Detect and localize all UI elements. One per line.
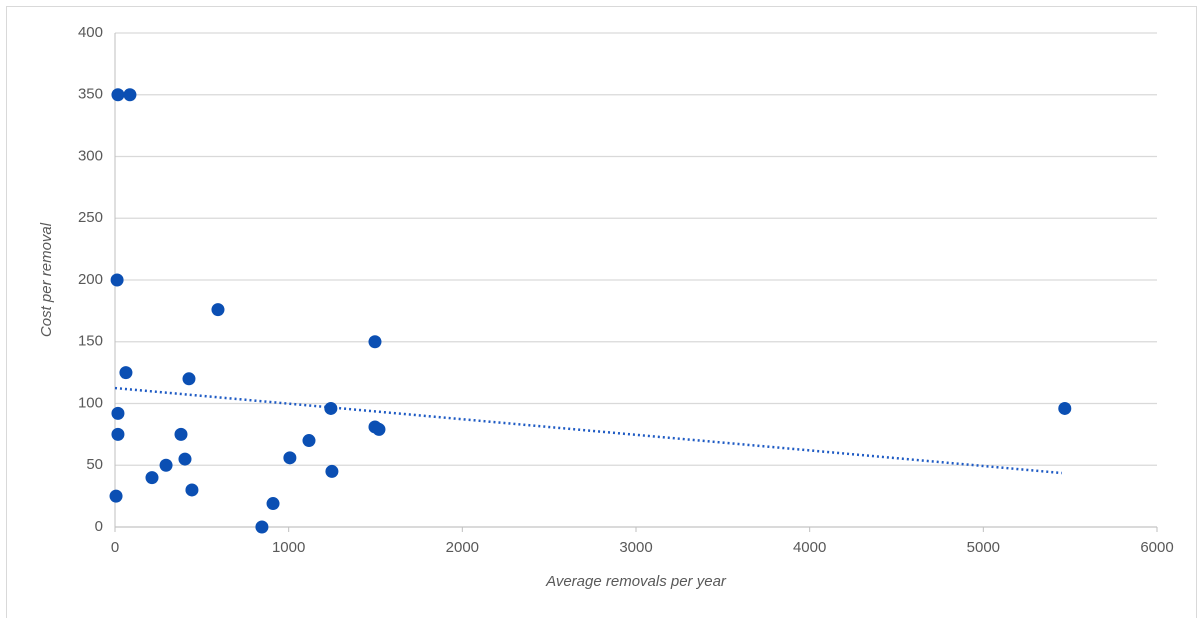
y-tick-label: 200 <box>78 271 103 288</box>
chart-frame <box>6 6 1197 623</box>
data-point <box>119 366 133 380</box>
data-point <box>185 483 199 497</box>
data-point <box>111 427 125 441</box>
data-point <box>123 88 137 102</box>
y-tick-label: 50 <box>86 456 103 473</box>
data-point <box>372 422 386 436</box>
x-tick-label: 1000 <box>272 539 305 556</box>
y-tick-label: 400 <box>78 24 103 41</box>
x-tick-label: 0 <box>111 539 119 556</box>
y-tick-label: 150 <box>78 333 103 350</box>
data-point <box>1058 401 1072 415</box>
y-tick-label: 350 <box>78 86 103 103</box>
x-tick-label: 6000 <box>1140 539 1173 556</box>
y-axis-title: Cost per removal <box>38 222 55 337</box>
data-point <box>324 401 338 415</box>
data-point <box>255 520 269 534</box>
data-point <box>145 471 159 485</box>
y-tick-label: 0 <box>95 518 103 535</box>
x-tick-label: 2000 <box>446 539 479 556</box>
data-point <box>266 497 280 511</box>
data-point <box>325 464 339 478</box>
data-point <box>178 452 192 466</box>
data-point <box>110 273 124 287</box>
x-tick-label: 3000 <box>619 539 652 556</box>
data-point <box>109 489 123 503</box>
data-point <box>182 372 196 386</box>
x-axis-title: Average removals per year <box>545 573 727 590</box>
data-point <box>302 434 316 448</box>
data-point <box>111 88 125 102</box>
data-point <box>368 335 382 349</box>
y-tick-label: 100 <box>78 394 103 411</box>
x-tick-label: 4000 <box>793 539 826 556</box>
data-point <box>159 458 173 472</box>
trendline <box>114 386 1062 475</box>
x-tick-label: 5000 <box>967 539 1000 556</box>
data-point <box>111 406 125 420</box>
y-tick-label: 300 <box>78 147 103 164</box>
data-point <box>283 451 297 465</box>
data-point <box>174 427 188 441</box>
data-point <box>211 303 225 317</box>
y-tick-label: 250 <box>78 209 103 226</box>
